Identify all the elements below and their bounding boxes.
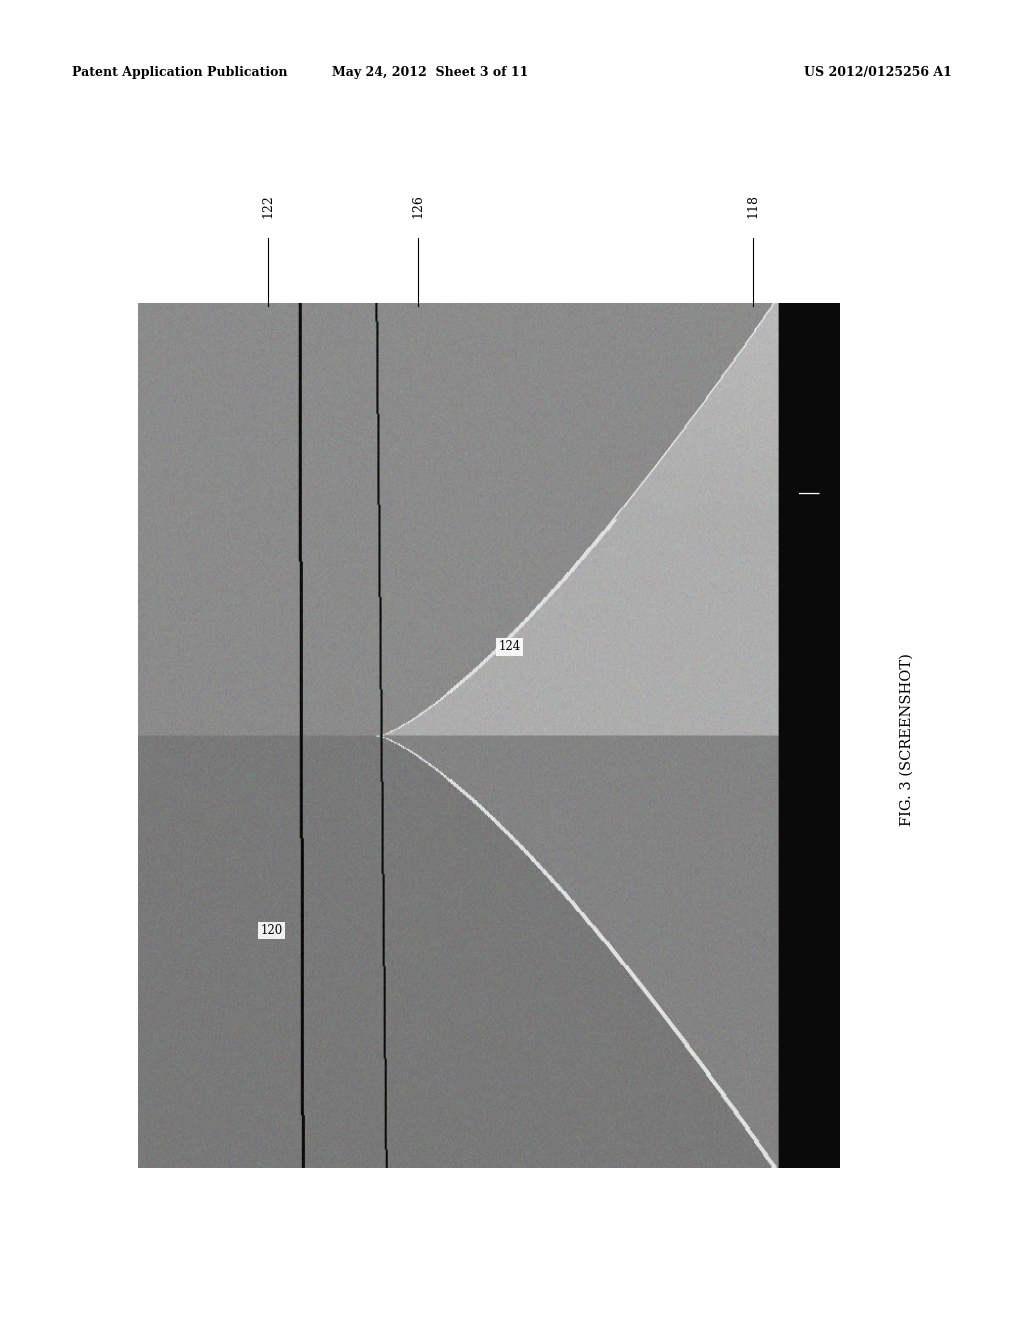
Text: 10 μm: 10 μm — [879, 360, 883, 379]
Text: 5/6/2009: 5/6/2009 — [879, 972, 883, 995]
Text: 124: 124 — [499, 640, 521, 653]
Text: WD  9.4 mm: WD 9.4 mm — [879, 651, 883, 682]
Text: US 2012/0125256 A1: US 2012/0125256 A1 — [805, 66, 952, 79]
Text: FIG. 3 (SCREENSHOT): FIG. 3 (SCREENSHOT) — [899, 653, 913, 825]
Text: 120: 120 — [260, 924, 283, 937]
Text: Patent Application Publication: Patent Application Publication — [72, 66, 287, 79]
Text: 122: 122 — [262, 194, 274, 218]
Text: HV  5.00 kV: HV 5.00 kV — [879, 801, 883, 836]
Text: det  ETD: det ETD — [879, 516, 883, 540]
Text: 118: 118 — [746, 194, 759, 218]
Text: May 24, 2012  Sheet 3 of 11: May 24, 2012 Sheet 3 of 11 — [332, 66, 528, 79]
Text: spot  2.0: spot 2.0 — [879, 454, 883, 483]
Text: 11:05:56 AM: 11:05:56 AM — [879, 1039, 883, 1073]
Text: HFW  59.7 μm: HFW 59.7 μm — [879, 569, 883, 606]
Text: mag  2,500 x: mag 2,500 x — [879, 721, 883, 758]
Text: 126: 126 — [412, 194, 424, 218]
